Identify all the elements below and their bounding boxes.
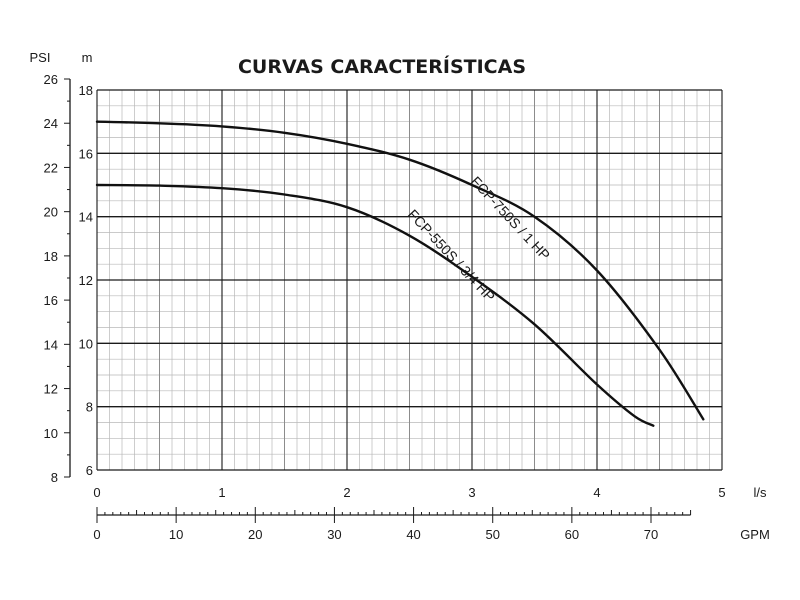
m-tick-label: 8 (86, 400, 93, 415)
psi-unit-label: PSI (30, 50, 51, 65)
psi-tick-label: 22 (44, 160, 58, 175)
psi-tick-label: 16 (44, 293, 58, 308)
psi-tick-label: 24 (44, 116, 58, 131)
psi-tick-label: 10 (44, 426, 58, 441)
series-label-1: FCP-750S / 1 HP (468, 173, 553, 263)
plot-grid (96, 89, 723, 471)
m-tick-label: 14 (79, 210, 93, 225)
gpm-tick-label: 10 (169, 527, 183, 542)
m-tick-label: 12 (79, 273, 93, 288)
psi-tick-label: 12 (44, 382, 58, 397)
m-tick-label: 6 (86, 463, 93, 478)
m-tick-label: 18 (79, 83, 93, 98)
psi-tick-label: 14 (44, 337, 58, 352)
ls-tick-label: 4 (593, 485, 600, 500)
gpm-tick-label: 0 (93, 527, 100, 542)
ls-tick-label: 5 (718, 485, 725, 500)
psi-tick-label: 8 (51, 470, 58, 485)
ls-tick-label: 1 (218, 485, 225, 500)
psi-tick-label: 26 (44, 72, 58, 87)
ls-tick-label: 2 (343, 485, 350, 500)
ls-tick-label: 3 (468, 485, 475, 500)
gpm-tick-label: 50 (485, 527, 499, 542)
psi-tick-label: 18 (44, 249, 58, 264)
axes (64, 78, 692, 523)
psi-tick-label: 20 (44, 205, 58, 220)
gpm-tick-label: 40 (406, 527, 420, 542)
series-line-1 (95, 120, 705, 421)
gpm-tick-label: 30 (327, 527, 341, 542)
m-tick-label: 16 (79, 146, 93, 161)
gpm-tick-label: 70 (644, 527, 658, 542)
series-line-2 (95, 183, 655, 427)
gpm-tick-label: 60 (565, 527, 579, 542)
gpm-unit-label: GPM (740, 527, 770, 542)
gpm-tick-label: 20 (248, 527, 262, 542)
m-unit-label: m (82, 50, 93, 65)
chart-title: CURVAS CARACTERÍSTICAS (238, 55, 526, 78)
m-tick-label: 10 (79, 336, 93, 351)
ls-unit-label: l/s (754, 485, 768, 500)
ls-tick-label: 0 (93, 485, 100, 500)
